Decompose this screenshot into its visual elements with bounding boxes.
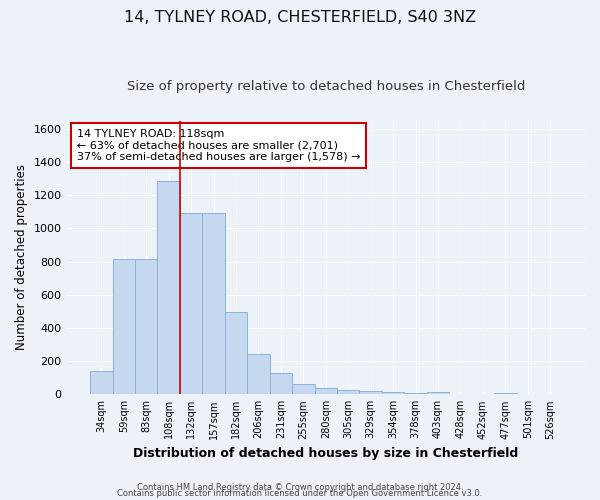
Bar [113,259,135,394]
Bar [135,259,157,394]
Title: Size of property relative to detached houses in Chesterfield: Size of property relative to detached ho… [127,80,525,93]
Bar [202,214,225,394]
Y-axis label: Number of detached properties: Number of detached properties [15,164,28,350]
Bar [337,390,359,394]
Bar [292,384,314,394]
Bar [90,371,113,394]
Bar [225,312,247,394]
Bar [247,354,269,395]
X-axis label: Distribution of detached houses by size in Chesterfield: Distribution of detached houses by size … [133,447,518,460]
Bar [427,392,449,394]
Text: Contains public sector information licensed under the Open Government Licence v3: Contains public sector information licen… [118,490,482,498]
Bar [404,393,427,394]
Bar [180,214,202,394]
Bar [382,392,404,394]
Text: 14, TYLNEY ROAD, CHESTERFIELD, S40 3NZ: 14, TYLNEY ROAD, CHESTERFIELD, S40 3NZ [124,10,476,25]
Bar [314,388,337,394]
Bar [157,181,180,394]
Text: 14 TYLNEY ROAD: 118sqm
← 63% of detached houses are smaller (2,701)
37% of semi-: 14 TYLNEY ROAD: 118sqm ← 63% of detached… [77,129,361,162]
Bar [359,391,382,394]
Text: Contains HM Land Registry data © Crown copyright and database right 2024.: Contains HM Land Registry data © Crown c… [137,484,463,492]
Bar [269,372,292,394]
Bar [494,393,517,394]
